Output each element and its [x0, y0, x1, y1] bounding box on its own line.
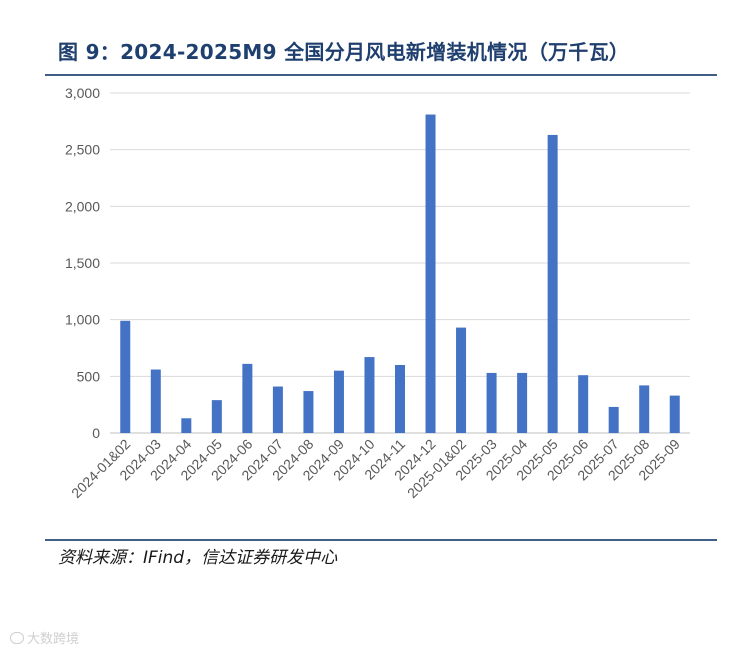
- bar: [303, 391, 314, 433]
- y-tick-label: 1,000: [65, 312, 100, 328]
- bar: [242, 363, 253, 433]
- source-note: 资料来源：IFind，信达证券研发中心: [58, 548, 338, 568]
- watermark-text: 大数跨境: [27, 632, 80, 647]
- y-tick-label: 1,500: [65, 255, 100, 271]
- watermark-logo-icon: [10, 631, 24, 644]
- bar: [578, 375, 589, 433]
- bar: [517, 372, 528, 433]
- bar: [333, 370, 344, 433]
- y-tick-label: 0: [92, 425, 100, 441]
- y-tick-label: 2,500: [65, 142, 100, 158]
- chart-title: 图 9：2024-2025M9 全国分月风电新增装机情况（万千瓦）: [58, 40, 630, 64]
- bar: [425, 114, 436, 434]
- source-divider: [45, 539, 717, 541]
- bar: [272, 386, 283, 433]
- bar: [456, 327, 467, 433]
- bar: [669, 395, 680, 433]
- bar: [547, 134, 558, 433]
- title-divider: [45, 74, 717, 76]
- y-tick-label: 2,000: [65, 198, 100, 214]
- bar: [608, 406, 619, 433]
- y-tick-label: 3,000: [65, 85, 100, 101]
- watermark: 大数跨境: [10, 628, 79, 647]
- y-tick-label: 500: [77, 368, 101, 384]
- bar: [639, 385, 650, 433]
- bar-chart: 05001,0001,5002,0002,5003,0002024-01&022…: [65, 85, 690, 501]
- bar: [181, 418, 192, 433]
- bar: [395, 365, 405, 433]
- bar: [120, 320, 131, 433]
- bar: [211, 400, 222, 433]
- bar: [150, 369, 161, 433]
- bar: [364, 357, 375, 433]
- bar: [486, 372, 497, 433]
